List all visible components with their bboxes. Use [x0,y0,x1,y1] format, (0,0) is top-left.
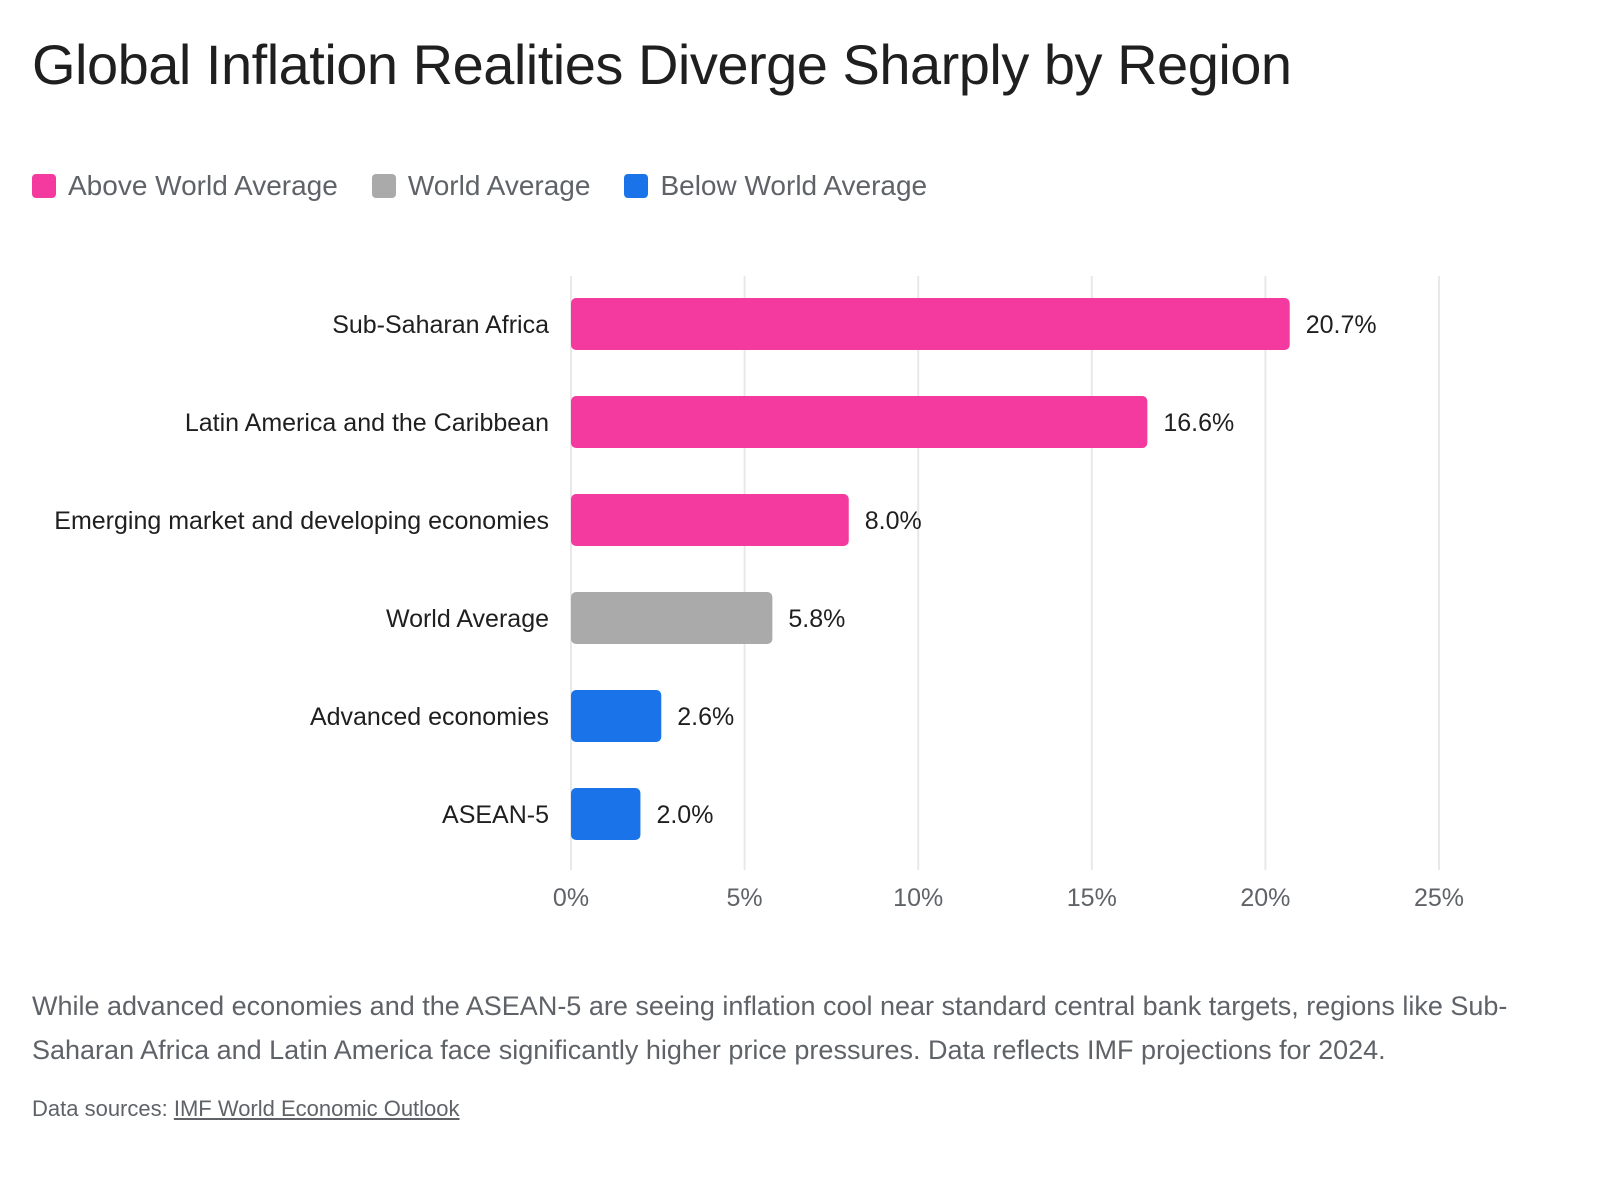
value-label: 2.6% [677,703,734,731]
legend-label-below: Below World Average [660,170,928,201]
x-tick-label: 10% [893,884,943,912]
value-label: 20.7% [1306,311,1377,339]
x-tick-label: 0% [553,884,589,912]
x-tick-label: 15% [1067,884,1117,912]
chart-caption: While advanced economies and the ASEAN-5… [32,991,1508,1065]
category-label: Sub-Saharan Africa [332,311,549,339]
legend-item-world: World Average [371,170,591,202]
bar [571,592,773,644]
category-label: Latin America and the Caribbean [185,409,549,437]
legend-swatch-above [32,174,56,198]
x-tick-label: 20% [1240,884,1290,912]
chart-title: Global Inflation Realities Diverge Sharp… [32,33,1292,96]
bar [571,494,849,546]
bar [571,788,641,840]
data-source-link[interactable]: IMF World Economic Outlook [173,1096,460,1121]
data-source: Data sources: IMF World Economic Outlook [32,1096,460,1122]
bar [571,396,1148,448]
legend: Above World Average World Average Below … [32,170,927,202]
value-label: 8.0% [865,507,922,535]
x-tick-label: 5% [727,884,763,912]
category-label: ASEAN-5 [442,801,549,829]
bar-chart: 0% 5% 10% 15% 20% 25% Sub-Saharan Africa 20.7% L… [54,276,1464,912]
legend-item-below: Below World Average [624,170,927,202]
bar [571,690,662,742]
bar [571,298,1290,350]
legend-item-above: Above World Average [32,170,338,202]
category-label: World Average [386,605,549,633]
value-label: 5.8% [788,605,845,633]
x-tick-label: 25% [1414,884,1464,912]
legend-label-above: Above World Average [68,170,338,201]
value-label: 2.0% [656,801,713,829]
value-label: 16.6% [1163,409,1234,437]
category-label: Advanced economies [310,703,549,731]
category-label: Emerging market and developing economies [54,507,549,535]
legend-swatch-below [624,174,649,198]
data-source-prefix: Data sources: [32,1096,174,1121]
legend-label-world: World Average [407,170,591,201]
legend-swatch-world [371,174,396,198]
